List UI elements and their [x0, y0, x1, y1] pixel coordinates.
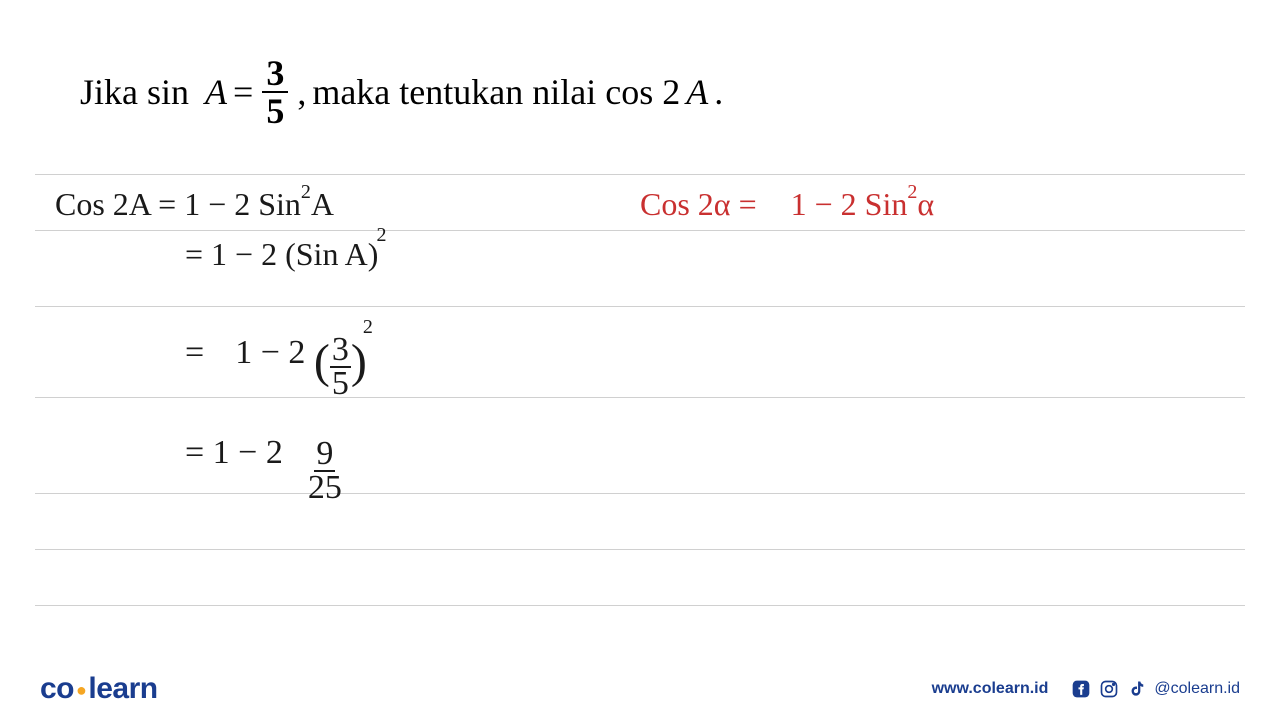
- logo-text-right: learn: [88, 672, 157, 705]
- question-var: A: [205, 71, 227, 113]
- tiktok-icon[interactable]: [1126, 678, 1148, 700]
- instagram-icon[interactable]: [1098, 678, 1120, 700]
- logo-dot: ●: [76, 680, 86, 700]
- question-fraction: 3 5: [262, 55, 288, 129]
- question-period: .: [714, 71, 723, 113]
- question-prefix: Jika sin: [80, 71, 189, 113]
- question-comma: ,: [297, 71, 306, 113]
- logo: co●learn: [40, 672, 158, 706]
- logo-text-left: co: [40, 672, 74, 705]
- footer: co●learn www.colearn.id @colearn.id: [0, 658, 1280, 720]
- question-var2: A: [686, 71, 708, 113]
- facebook-icon[interactable]: [1070, 678, 1092, 700]
- fraction-numerator: 3: [262, 55, 288, 93]
- paper-line: [35, 605, 1245, 606]
- question-middle: maka tentukan nilai cos 2: [312, 71, 680, 113]
- question-eq: =: [233, 71, 253, 113]
- social-handle[interactable]: @colearn.id: [1154, 680, 1240, 698]
- website-link[interactable]: www.colearn.id: [932, 680, 1049, 698]
- footer-right: www.colearn.id @colearn.id: [932, 678, 1240, 700]
- fraction-denominator: 5: [262, 93, 288, 129]
- question-text: Jika sin A = 3 5 , maka tentukan nilai c…: [80, 55, 1200, 129]
- lined-paper-area: Cos 2A = 1 − 2 Sin2A Cos 2α = 1 − 2 Sin2…: [0, 174, 1280, 606]
- social-icons: @colearn.id: [1070, 678, 1240, 700]
- question-area: Jika sin A = 3 5 , maka tentukan nilai c…: [0, 0, 1280, 159]
